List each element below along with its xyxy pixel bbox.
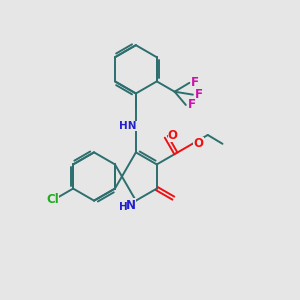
Text: F: F (191, 76, 199, 89)
Text: HN: HN (119, 121, 136, 131)
Text: O: O (194, 137, 204, 150)
Text: H: H (119, 202, 128, 212)
Text: N: N (126, 199, 136, 212)
Text: Cl: Cl (46, 193, 59, 206)
Text: F: F (188, 98, 196, 111)
Text: O: O (168, 129, 178, 142)
Text: F: F (195, 88, 203, 100)
